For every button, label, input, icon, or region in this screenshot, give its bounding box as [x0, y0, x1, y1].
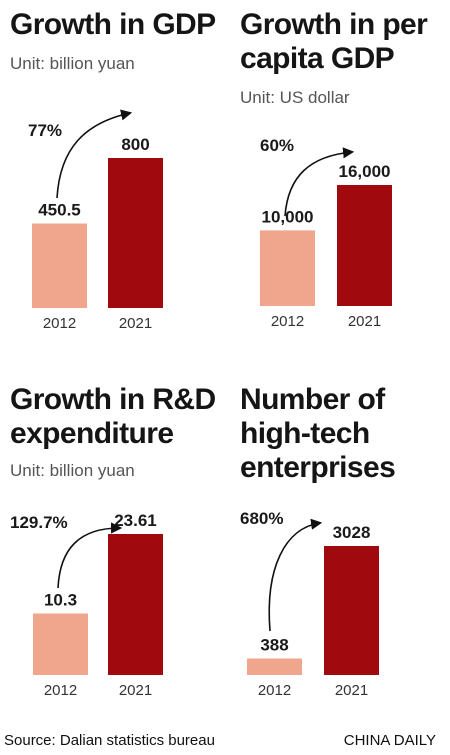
x-tick-label: 2021: [335, 682, 368, 699]
chart-title: Growth in R&D expenditure: [10, 383, 216, 451]
growth-label: 129.7%: [10, 513, 68, 532]
chart-panel-gdp: Growth in GDP Unit: billion yuan 450.5 20…: [10, 8, 220, 338]
x-tick-label: 2012: [271, 313, 304, 330]
growth-arrow: [284, 147, 355, 217]
bar-2012: [260, 230, 315, 306]
value-label: 450.5: [38, 201, 81, 220]
bar-chart-per-capita-gdp: 10,000 2012 16,000 2021 60%: [260, 136, 392, 330]
growth-arrow: [57, 522, 123, 589]
growth-label: 77%: [28, 121, 62, 140]
growth-label: 680%: [240, 509, 283, 528]
unit-label: Unit: billion yuan: [10, 54, 135, 73]
title-line: Growth in GDP: [10, 8, 216, 41]
title-line: Growth in per: [240, 8, 428, 41]
chart-title: Number of high-tech enterprises: [240, 383, 396, 485]
bar-2021: [108, 534, 163, 675]
bar-chart-high-tech-enterprises: 388 2012 3028 2021 680%: [240, 509, 379, 699]
x-tick-label: 2021: [119, 682, 152, 699]
x-tick-label: 2021: [119, 315, 152, 332]
credit-label: CHINA DAILY: [343, 732, 436, 749]
growth-arrow: [268, 518, 323, 632]
bar-2021: [337, 185, 392, 306]
title-line: Number of: [240, 383, 385, 416]
x-tick-label: 2021: [348, 313, 381, 330]
x-tick-label: 2012: [43, 315, 76, 332]
value-label: 16,000: [339, 162, 391, 181]
title-line: expenditure: [10, 417, 174, 450]
bar-2012: [33, 613, 88, 675]
bar-2012: [32, 223, 87, 308]
bar-2012: [247, 658, 302, 675]
value-label: 800: [121, 135, 149, 154]
chart-title: Growth in per capita GDP: [240, 8, 428, 76]
chart-panel-rd-expenditure: Growth in R&D expenditure Unit: billion …: [10, 383, 220, 718]
growth-label: 60%: [260, 136, 294, 155]
value-label: 23.61: [114, 511, 157, 530]
bar-2021: [324, 546, 379, 675]
x-tick-label: 2012: [258, 682, 291, 699]
title-line: high-tech: [240, 417, 370, 450]
chart-panel-per-capita-gdp: Growth in per capita GDP Unit: US dollar…: [240, 8, 450, 338]
unit-label: Unit: US dollar: [240, 88, 350, 107]
title-line: capita GDP: [240, 42, 395, 75]
chart-panel-high-tech-enterprises: Number of high-tech enterprises 388 2012 3…: [240, 383, 450, 718]
chart-title: Growth in GDP: [10, 8, 216, 42]
source-note: Source: Dalian statistics bureau: [4, 732, 215, 749]
growth-arrow: [56, 109, 133, 199]
value-label: 10,000: [262, 207, 314, 226]
bar-chart-gdp: 450.5 2012 800 2021 77%: [28, 109, 163, 332]
bar-2021: [108, 158, 163, 308]
title-line: enterprises: [240, 451, 396, 484]
value-label: 3028: [333, 523, 371, 542]
bar-chart-rd-expenditure: 10.3 2012 23.61 2021 129.7%: [10, 511, 163, 699]
unit-label: Unit: billion yuan: [10, 461, 135, 480]
title-line: Growth in R&D: [10, 383, 216, 416]
value-label: 10.3: [44, 590, 77, 609]
value-label: 388: [260, 635, 288, 654]
x-tick-label: 2012: [44, 682, 77, 699]
